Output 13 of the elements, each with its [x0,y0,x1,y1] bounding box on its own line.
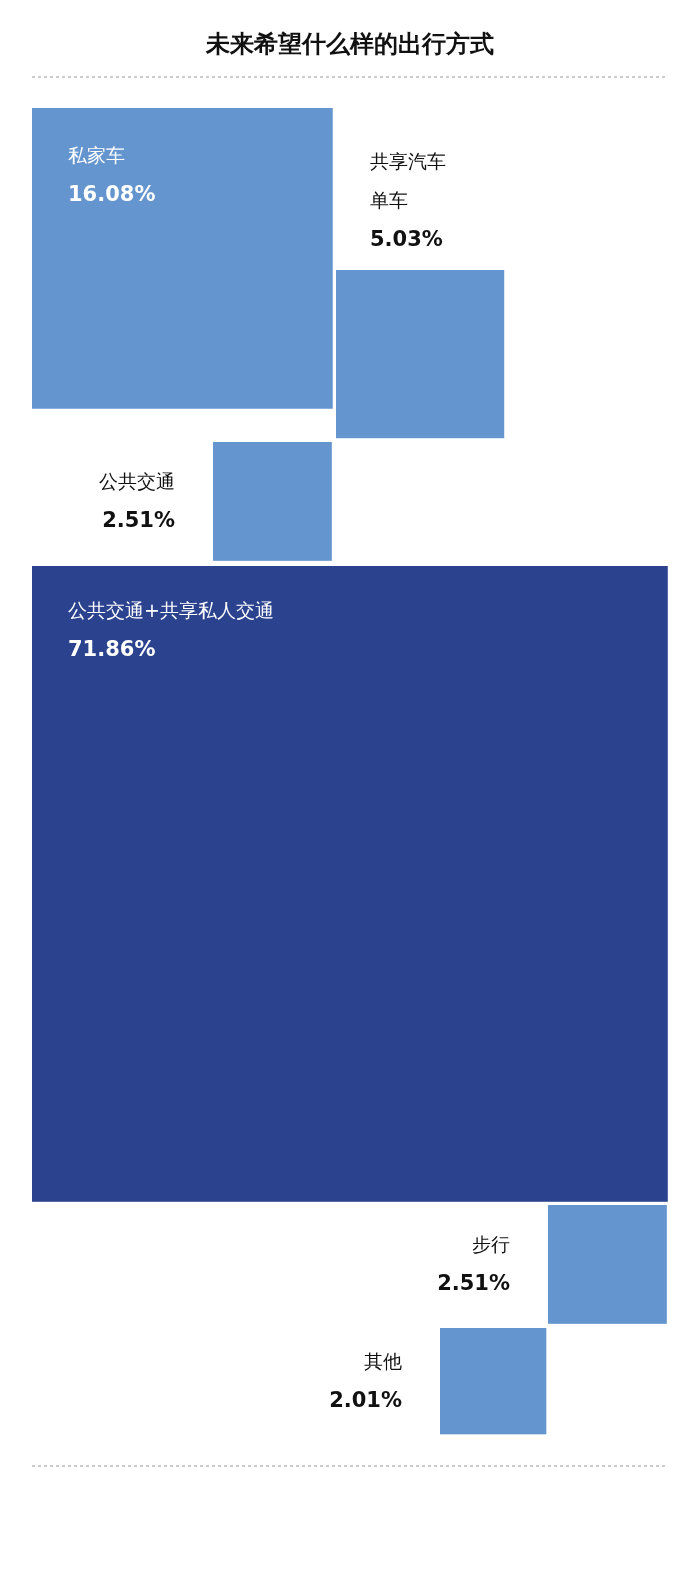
data-label: 16.08% [68,181,156,208]
data-label: 2.51% [437,1270,510,1297]
category-label: 步行 [471,1232,510,1257]
data-label: 2.51% [101,507,175,534]
text: 未来希望什么样的出行方式 [205,29,495,60]
category-label: 共享汽车单车 [370,149,447,213]
category-label: 公共交通+共享私人交通 [68,598,274,623]
category-label: 公共交通 [99,469,175,494]
data-label: 71.86% [68,636,157,663]
data-label: 2.01% [329,1387,402,1414]
data-label: 5.03% [370,226,444,253]
category-label: 其他 [363,1349,402,1374]
category-label: 私家车 [68,143,126,168]
